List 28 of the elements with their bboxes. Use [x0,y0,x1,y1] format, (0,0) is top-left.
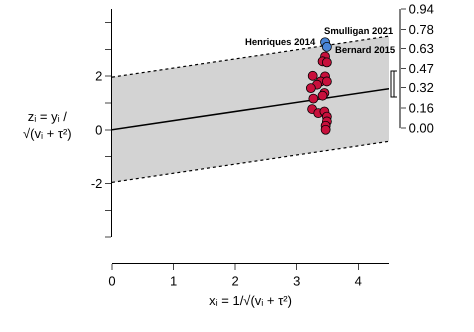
point [322,42,332,52]
y2-tick-label: 0.32 [408,80,434,96]
y2-tick-label: 0.78 [408,22,434,37]
y2-tick-label: 0.16 [408,100,434,116]
y2-tick-label: 0.47 [408,61,434,76]
y-tick-label: 0 [95,122,102,138]
point [308,94,318,104]
x-tick-label: 0 [108,274,116,289]
annotation: Henriques 2014 [245,37,316,48]
y-tick-label: 2 [95,68,102,84]
point [322,58,332,68]
point [322,76,332,86]
point [318,90,328,101]
y-tick-label: -2 [90,176,102,191]
point [308,70,318,81]
annotation: Bernard 2015 [335,45,396,56]
x-tick-label: 4 [354,274,362,289]
y2-tick-label: 0.63 [408,40,434,56]
x-tick-label: 2 [232,274,239,289]
point [320,124,331,135]
x-tick-label: 1 [170,274,178,289]
y2-tick-label: 0.94 [408,2,434,17]
x-axis-title: xᵢ = 1/√(vᵢ + τ²) [209,293,292,308]
annotation: Smulligan 2021 [324,26,394,37]
y-axis-title: zᵢ = yᵢ / √(vᵢ + τ²) [23,109,72,141]
y2-tick-label: 0.00 [408,120,434,136]
x-tick-label: 3 [293,274,300,289]
point [306,83,316,94]
